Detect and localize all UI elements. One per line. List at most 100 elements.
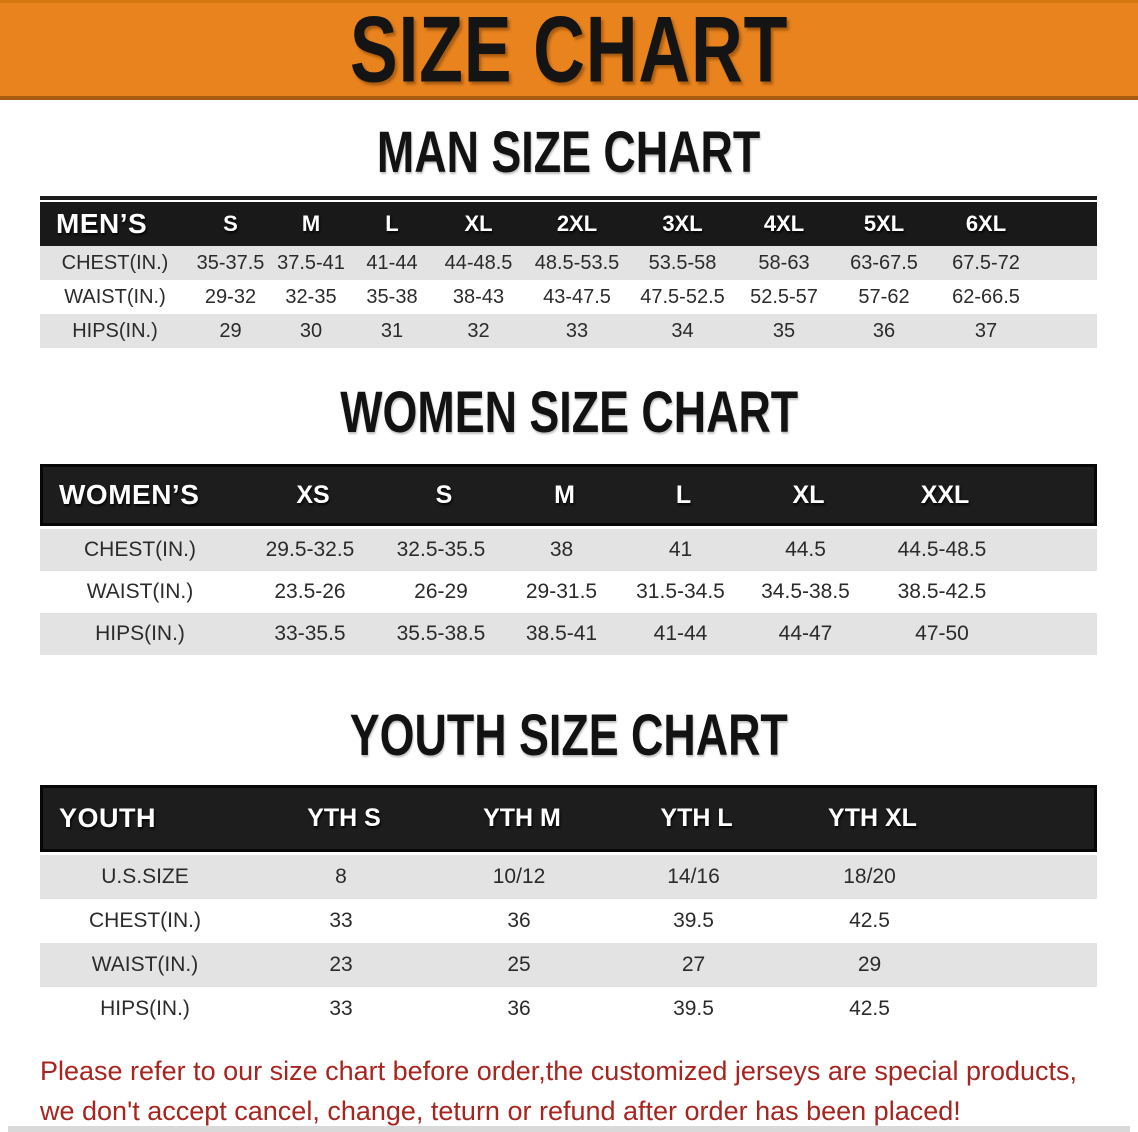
table-cell: 33-35.5 bbox=[274, 622, 346, 645]
table-cell: 37.5-41 bbox=[277, 251, 345, 274]
row-label: HIPS(IN.) bbox=[72, 319, 158, 342]
column-header: 6XL bbox=[965, 211, 1007, 236]
women-section-heading: WOMEN SIZE CHART bbox=[0, 382, 1138, 441]
table-cell: 57-62 bbox=[858, 285, 910, 308]
column-header: L bbox=[675, 480, 692, 509]
bottom-divider bbox=[8, 1126, 1130, 1132]
column-header: 4XL bbox=[763, 211, 805, 236]
column-header: YTH L bbox=[660, 804, 733, 832]
men-table-body: CHEST(IN.) 35-37.5 37.5-41 41-44 44-48.5 48.5… bbox=[40, 246, 1097, 348]
women-table-body: CHEST(IN.) 29.5-32.5 32.5-35.5 38 41 44.5 44.5… bbox=[40, 529, 1097, 655]
youth-size-table: YOUTH YTH S YTH M YTH L YTH XL U.S.SIZE 8 10/1… bbox=[40, 785, 1097, 1031]
table-cell: 32.5-35.5 bbox=[396, 538, 486, 561]
table-cell: 41-44 bbox=[653, 622, 708, 645]
column-header: YTH M bbox=[483, 804, 561, 832]
disclaimer-line-2: we don't accept cancel, change, teturn o… bbox=[40, 1096, 961, 1126]
column-header: S bbox=[435, 480, 453, 509]
table-cell: 53.5-58 bbox=[648, 251, 717, 274]
table-cell: 10/12 bbox=[492, 865, 546, 888]
youth-heading-text: YOUTH SIZE CHART bbox=[349, 701, 789, 768]
men-size-table: MEN’S S M L XL 2XL 3XL 4XL 5XL 6XL CHEST(IN.) 35-3… bbox=[40, 196, 1097, 348]
table-cell: 23 bbox=[329, 953, 353, 976]
banner-title: SIZE CHART bbox=[349, 0, 789, 102]
table-cell: 36 bbox=[872, 319, 896, 342]
table-cell: 43-47.5 bbox=[543, 285, 611, 308]
table-cell: 48.5-53.5 bbox=[534, 251, 620, 274]
column-header: 5XL bbox=[863, 211, 905, 236]
table-cell: 38.5-41 bbox=[525, 622, 598, 645]
table-cell: 44.5 bbox=[785, 538, 826, 561]
table-cell: 23.5-26 bbox=[274, 580, 346, 603]
table-cell: 29.5-32.5 bbox=[265, 538, 355, 561]
table-cell: 29 bbox=[219, 319, 242, 342]
women-size-table: WOMEN’S XS S M L XL XXL CHEST(IN.) 29.5-32.5 32.… bbox=[40, 464, 1097, 655]
table-cell: 38.5-42.5 bbox=[897, 580, 987, 603]
table-cell: 38-43 bbox=[452, 285, 505, 308]
table-cell: 39.5 bbox=[673, 997, 714, 1020]
table-cell: 63-67.5 bbox=[850, 251, 918, 274]
table-cell: 26-29 bbox=[414, 580, 468, 603]
table-cell: 29-32 bbox=[204, 285, 257, 308]
table-cell: 35-37.5 bbox=[196, 251, 265, 274]
table-cell: 47-50 bbox=[915, 622, 969, 645]
table-cell: 44-48.5 bbox=[444, 251, 513, 274]
column-header: 3XL bbox=[662, 211, 703, 236]
table-cell: 25 bbox=[507, 953, 531, 976]
table-cell: 44-47 bbox=[778, 622, 833, 645]
column-header: M bbox=[301, 211, 321, 236]
row-label: CHEST(IN.) bbox=[84, 538, 196, 561]
column-header: XS bbox=[296, 480, 330, 509]
table-cell: 62-66.5 bbox=[952, 285, 1020, 308]
women-table-header: WOMEN’S XS S M L XL XXL bbox=[40, 464, 1097, 526]
table-cell: 34.5-38.5 bbox=[761, 580, 850, 603]
table-row: CHEST(IN.) 33 36 39.5 42.5 bbox=[40, 899, 1097, 943]
man-heading-text: MAN SIZE CHART bbox=[377, 118, 761, 185]
youth-table-body: U.S.SIZE 8 10/12 14/16 18/20 CHEST(IN.) 33 36 39… bbox=[40, 855, 1097, 1031]
table-cell: 31.5-34.5 bbox=[636, 580, 725, 603]
table-row: WAIST(IN.) 23 25 27 29 bbox=[40, 943, 1097, 987]
row-label: HIPS(IN.) bbox=[95, 622, 185, 645]
table-row: HIPS(IN.) 33 36 39.5 42.5 bbox=[40, 987, 1097, 1031]
table-cell: 37 bbox=[974, 319, 998, 342]
table-cell: 18/20 bbox=[843, 865, 896, 888]
table-cell: 52.5-57 bbox=[750, 285, 818, 308]
women-heading-text: WOMEN SIZE CHART bbox=[340, 378, 798, 445]
table-cell: 32 bbox=[467, 319, 490, 342]
column-header: XXL bbox=[920, 480, 970, 509]
table-cell: 27 bbox=[681, 953, 706, 976]
table-cell: 33 bbox=[565, 319, 589, 342]
table-row: CHEST(IN.) 29.5-32.5 32.5-35.5 38 41 44.5 44.5… bbox=[40, 529, 1097, 571]
disclaimer-text: Please refer to our size chart before or… bbox=[0, 1051, 1138, 1131]
table-row: HIPS(IN.) 29 30 31 32 33 34 35 36 37 bbox=[40, 314, 1097, 348]
table-row: CHEST(IN.) 35-37.5 37.5-41 41-44 44-48.5 48.5… bbox=[40, 246, 1097, 280]
column-header: S bbox=[223, 211, 238, 236]
table-cell: 58-63 bbox=[758, 251, 810, 274]
table-cell: 8 bbox=[335, 865, 347, 888]
table-cell: 30 bbox=[299, 319, 323, 342]
table-cell: 36 bbox=[507, 909, 531, 932]
table-cell: 29-31.5 bbox=[525, 580, 598, 603]
table-cell: 36 bbox=[507, 997, 531, 1020]
row-label: CHEST(IN.) bbox=[89, 909, 201, 932]
row-label: WAIST(IN.) bbox=[91, 953, 199, 976]
row-label: WAIST(IN.) bbox=[64, 285, 166, 308]
column-header: YTH XL bbox=[828, 804, 917, 832]
table-cell: 35-38 bbox=[366, 285, 418, 308]
row-label: U.S.SIZE bbox=[101, 865, 189, 888]
table-row: WAIST(IN.) 29-32 32-35 35-38 38-43 43-47.5 47.… bbox=[40, 280, 1097, 314]
table-cell: 33 bbox=[329, 909, 353, 932]
youth-table-header: YOUTH YTH S YTH M YTH L YTH XL bbox=[40, 785, 1097, 852]
table-cell: 34 bbox=[671, 319, 694, 342]
table-cell: 47.5-52.5 bbox=[640, 285, 725, 308]
column-header: L bbox=[385, 211, 399, 236]
table-cell: 41-44 bbox=[366, 251, 418, 274]
size-chart-banner: SIZE CHART bbox=[0, 0, 1138, 100]
table-cell: 67.5-72 bbox=[952, 251, 1020, 274]
column-header: XL bbox=[792, 480, 825, 509]
table-cell: 32-35 bbox=[285, 285, 337, 308]
table-cell: 42.5 bbox=[849, 909, 890, 932]
table-cell: 33 bbox=[329, 997, 353, 1020]
men-table-frame: MEN’S S M L XL 2XL 3XL 4XL 5XL 6XL CHEST(IN.) 35-3… bbox=[40, 196, 1097, 348]
men-table-header: MEN’S S M L XL 2XL 3XL 4XL 5XL 6XL bbox=[40, 202, 1097, 246]
column-header: YTH S bbox=[307, 804, 381, 832]
